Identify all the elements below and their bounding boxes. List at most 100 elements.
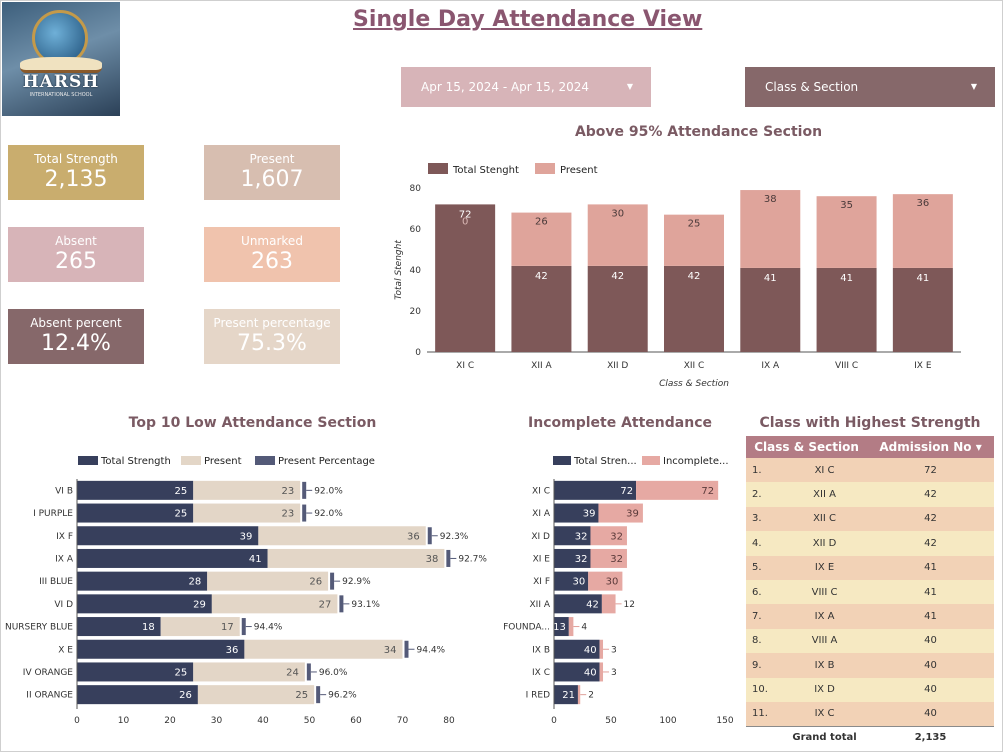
bar-total-strength bbox=[554, 662, 600, 682]
grand-total-label: Grand total bbox=[782, 725, 868, 749]
date-range-label: Apr 15, 2024 - Apr 15, 2024 bbox=[421, 80, 589, 94]
bar-total-strength bbox=[892, 267, 953, 352]
kpi-absent-percent: Absent percent 12.4% bbox=[8, 309, 144, 364]
row-index: 9. bbox=[746, 653, 782, 678]
row-class-section: VIII C bbox=[782, 579, 868, 605]
data-label-total: 25 bbox=[175, 667, 188, 678]
bar-total-strength bbox=[77, 617, 161, 637]
table-row[interactable]: 3. XII C 42 bbox=[746, 506, 994, 532]
legend-label-total: Total Stenght bbox=[452, 165, 519, 176]
data-label-incomplete: 32 bbox=[610, 554, 623, 565]
bar-present bbox=[892, 194, 953, 268]
bar-total-strength bbox=[740, 267, 801, 352]
legend-swatch-total bbox=[553, 456, 571, 465]
table-row[interactable]: 7. IX A 41 bbox=[746, 604, 994, 629]
column-header-class[interactable]: Class & Section bbox=[746, 436, 868, 458]
kpi-label: Absent percent bbox=[30, 316, 122, 330]
percentage-marker bbox=[316, 686, 321, 704]
data-label-total: 42 bbox=[611, 271, 624, 282]
kpi-value: 1,607 bbox=[240, 167, 304, 192]
row-admission-no: 42 bbox=[867, 531, 994, 556]
row-class-section: IX C bbox=[782, 701, 868, 727]
data-label-total: 29 bbox=[193, 599, 206, 610]
row-admission-no: 41 bbox=[867, 604, 994, 629]
bar-incomplete bbox=[599, 662, 604, 682]
data-label-total: 26 bbox=[179, 690, 192, 701]
data-label-total: 13 bbox=[553, 622, 566, 633]
bar-incomplete bbox=[601, 594, 616, 614]
row-admission-no: 41 bbox=[867, 555, 994, 580]
percentage-marker bbox=[330, 572, 335, 590]
data-label-total: 40 bbox=[584, 667, 597, 678]
table-row[interactable]: 9. IX B 40 bbox=[746, 653, 994, 678]
data-label-total: 36 bbox=[226, 645, 239, 656]
x-tick-label: VIII C bbox=[835, 361, 858, 371]
bar-total-strength bbox=[554, 480, 637, 500]
data-label-present: 38 bbox=[426, 554, 439, 565]
row-index: 4. bbox=[746, 531, 782, 556]
y-category-label: VI B bbox=[55, 486, 73, 496]
column-header-admission[interactable]: Admission No ▾ bbox=[867, 436, 994, 458]
class-section-filter[interactable]: Class & Section ▼ bbox=[745, 67, 995, 107]
bar-incomplete bbox=[590, 548, 627, 568]
table-row[interactable]: 2. XII A 42 bbox=[746, 482, 994, 507]
kpi-present: Present 1,607 bbox=[204, 145, 340, 200]
row-class-section: XII A bbox=[782, 482, 868, 507]
legend-label: Total Strength bbox=[100, 456, 171, 467]
kpi-unmarked: Unmarked 263 bbox=[204, 227, 340, 282]
table-row[interactable]: 10. IX D 40 bbox=[746, 677, 994, 702]
incomplete-chart: Total Stren... Incomplete... XI C 72 72 XI A 3… bbox=[503, 456, 734, 726]
highest-strength-title: Class with Highest Strength bbox=[759, 415, 981, 431]
above95-chart: Total Stenght Present 0 20 40 60 80 Total Steng… bbox=[394, 163, 961, 389]
kpi-value: 75.3% bbox=[237, 331, 307, 356]
table-row[interactable]: 4. XII D 42 bbox=[746, 531, 994, 556]
row-index: 5. bbox=[746, 555, 782, 580]
class-section-label: Class & Section bbox=[765, 80, 859, 94]
table-row[interactable]: 8. VIII A 40 bbox=[746, 628, 994, 654]
y-category-label: XI C bbox=[532, 486, 550, 496]
data-label-incomplete: 30 bbox=[606, 577, 619, 588]
data-label-percentage: 92.3% bbox=[440, 532, 469, 542]
y-category-label: I RED bbox=[526, 691, 550, 701]
bar-total-strength bbox=[77, 662, 194, 682]
row-admission-no: 40 bbox=[867, 653, 994, 678]
y-category-label: FOUNDA... bbox=[503, 623, 550, 633]
y-category-label: I PURPLE bbox=[33, 509, 73, 519]
legend-swatch-present bbox=[535, 163, 555, 174]
grand-total-value: 2,135 bbox=[867, 725, 994, 749]
x-tick-label: XI C bbox=[456, 361, 474, 371]
row-admission-no: 40 bbox=[867, 701, 994, 727]
data-label-total: 25 bbox=[175, 486, 188, 497]
x-tick-label: 10 bbox=[118, 716, 130, 726]
table-row[interactable]: 1. XI C 72 bbox=[746, 458, 994, 483]
row-class-section: IX A bbox=[782, 604, 868, 629]
row-index: 3. bbox=[746, 506, 782, 532]
data-label-present: 34 bbox=[384, 645, 397, 656]
legend-label-total: Total Stren... bbox=[573, 456, 637, 467]
bar-present bbox=[160, 617, 240, 637]
row-class-section: XII D bbox=[782, 531, 868, 556]
x-tick-label: 150 bbox=[716, 716, 733, 726]
grand-total-spacer bbox=[746, 725, 782, 749]
row-admission-no: 72 bbox=[867, 458, 994, 483]
table-row[interactable]: 11. IX C 40 bbox=[746, 701, 994, 727]
row-class-section: IX B bbox=[782, 653, 868, 678]
y-category-label: IX F bbox=[56, 532, 73, 542]
kpi-value: 2,135 bbox=[44, 167, 108, 192]
bar-present bbox=[816, 196, 877, 268]
date-range-filter[interactable]: Apr 15, 2024 - Apr 15, 2024 ▼ bbox=[401, 67, 651, 107]
table-row[interactable]: 5. IX E 41 bbox=[746, 555, 994, 580]
data-label-present: 36 bbox=[916, 198, 929, 209]
bar-total-strength bbox=[511, 265, 572, 352]
kpi-value: 265 bbox=[55, 249, 97, 274]
row-class-section: IX D bbox=[782, 677, 868, 702]
data-label-percentage: 94.4% bbox=[417, 645, 446, 655]
row-index: 11. bbox=[746, 701, 782, 727]
data-label-incomplete: 3 bbox=[611, 645, 617, 655]
data-label-total: 41 bbox=[764, 273, 777, 284]
bar-total-strength bbox=[554, 548, 591, 568]
data-label-present: 0 bbox=[462, 216, 468, 227]
table-row[interactable]: 6. VIII C 41 bbox=[746, 579, 994, 605]
dropdown-caret-icon: ▼ bbox=[970, 82, 977, 91]
logo-name: HARSH bbox=[22, 72, 100, 92]
